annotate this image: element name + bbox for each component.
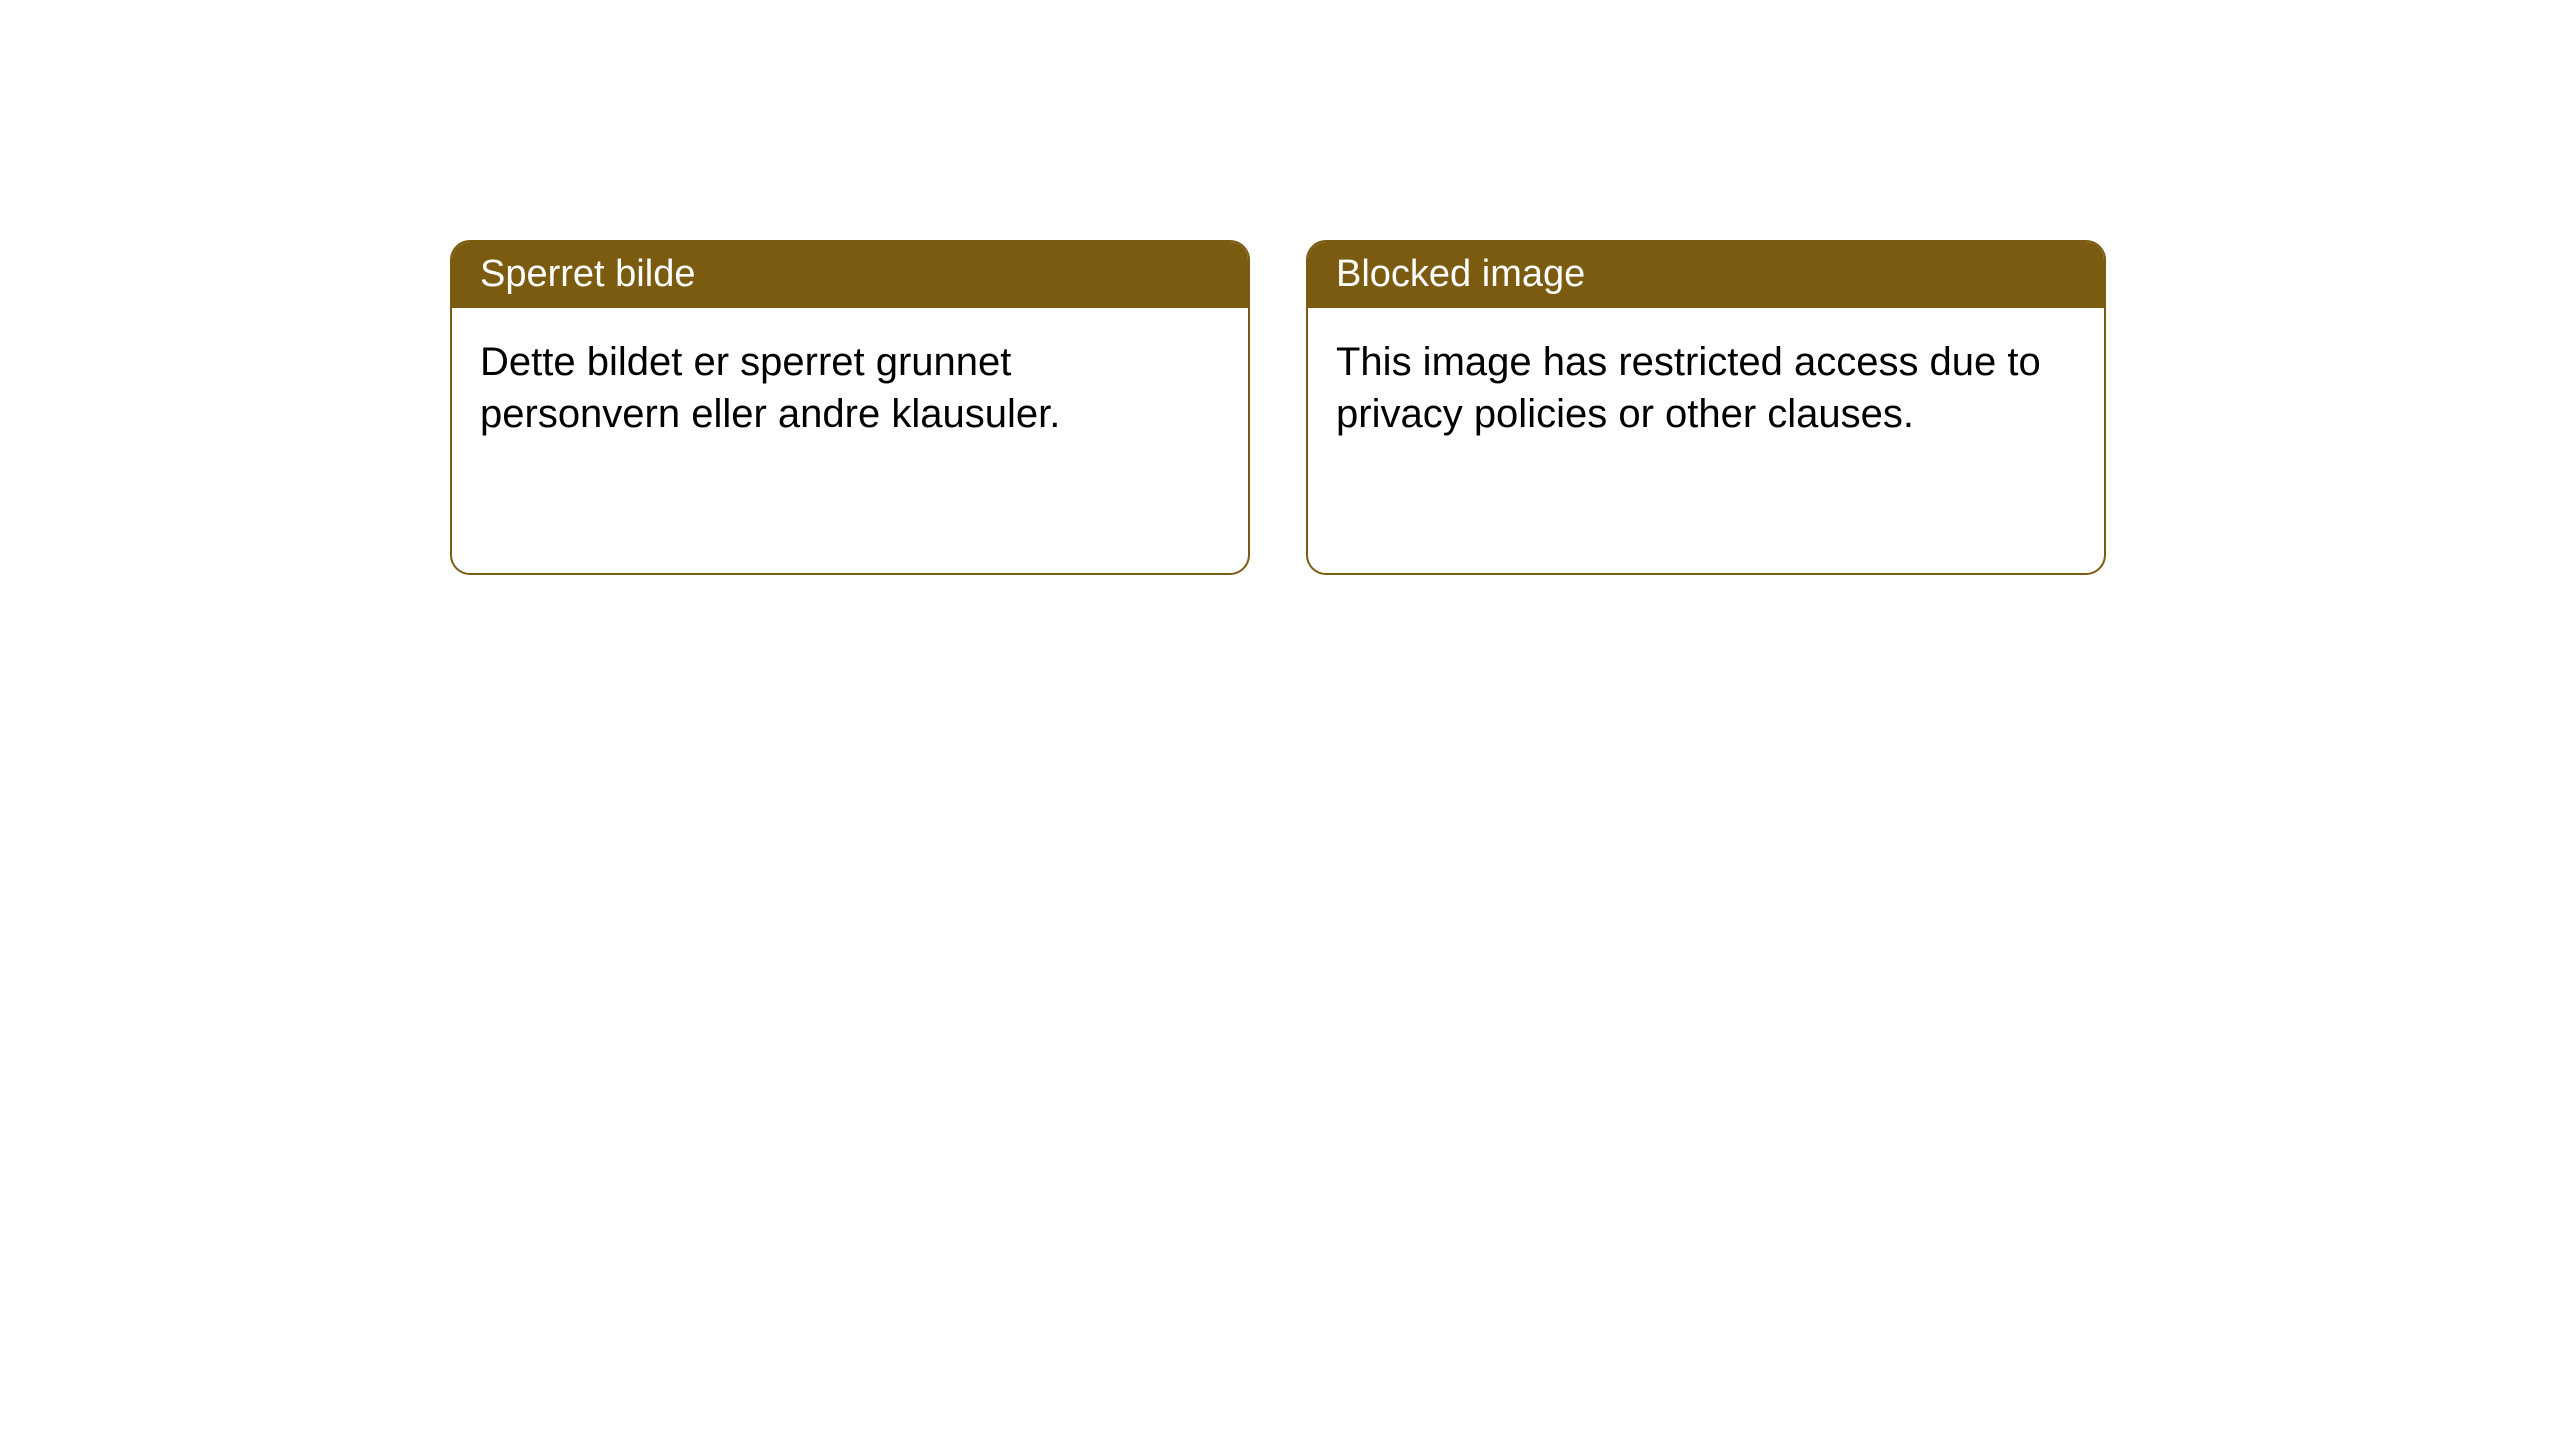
notice-card-english: Blocked image This image has restricted …: [1306, 240, 2106, 575]
notice-card-norwegian: Sperret bilde Dette bildet er sperret gr…: [450, 240, 1250, 575]
notice-header: Sperret bilde: [452, 242, 1248, 308]
notice-container: Sperret bilde Dette bildet er sperret gr…: [450, 240, 2106, 575]
notice-body-text: Dette bildet er sperret grunnet personve…: [480, 340, 1060, 436]
notice-title: Blocked image: [1336, 253, 1585, 295]
notice-body-text: This image has restricted access due to …: [1336, 340, 2041, 436]
notice-body: This image has restricted access due to …: [1308, 308, 2104, 573]
notice-body: Dette bildet er sperret grunnet personve…: [452, 308, 1248, 573]
notice-title: Sperret bilde: [480, 253, 695, 295]
notice-header: Blocked image: [1308, 242, 2104, 308]
